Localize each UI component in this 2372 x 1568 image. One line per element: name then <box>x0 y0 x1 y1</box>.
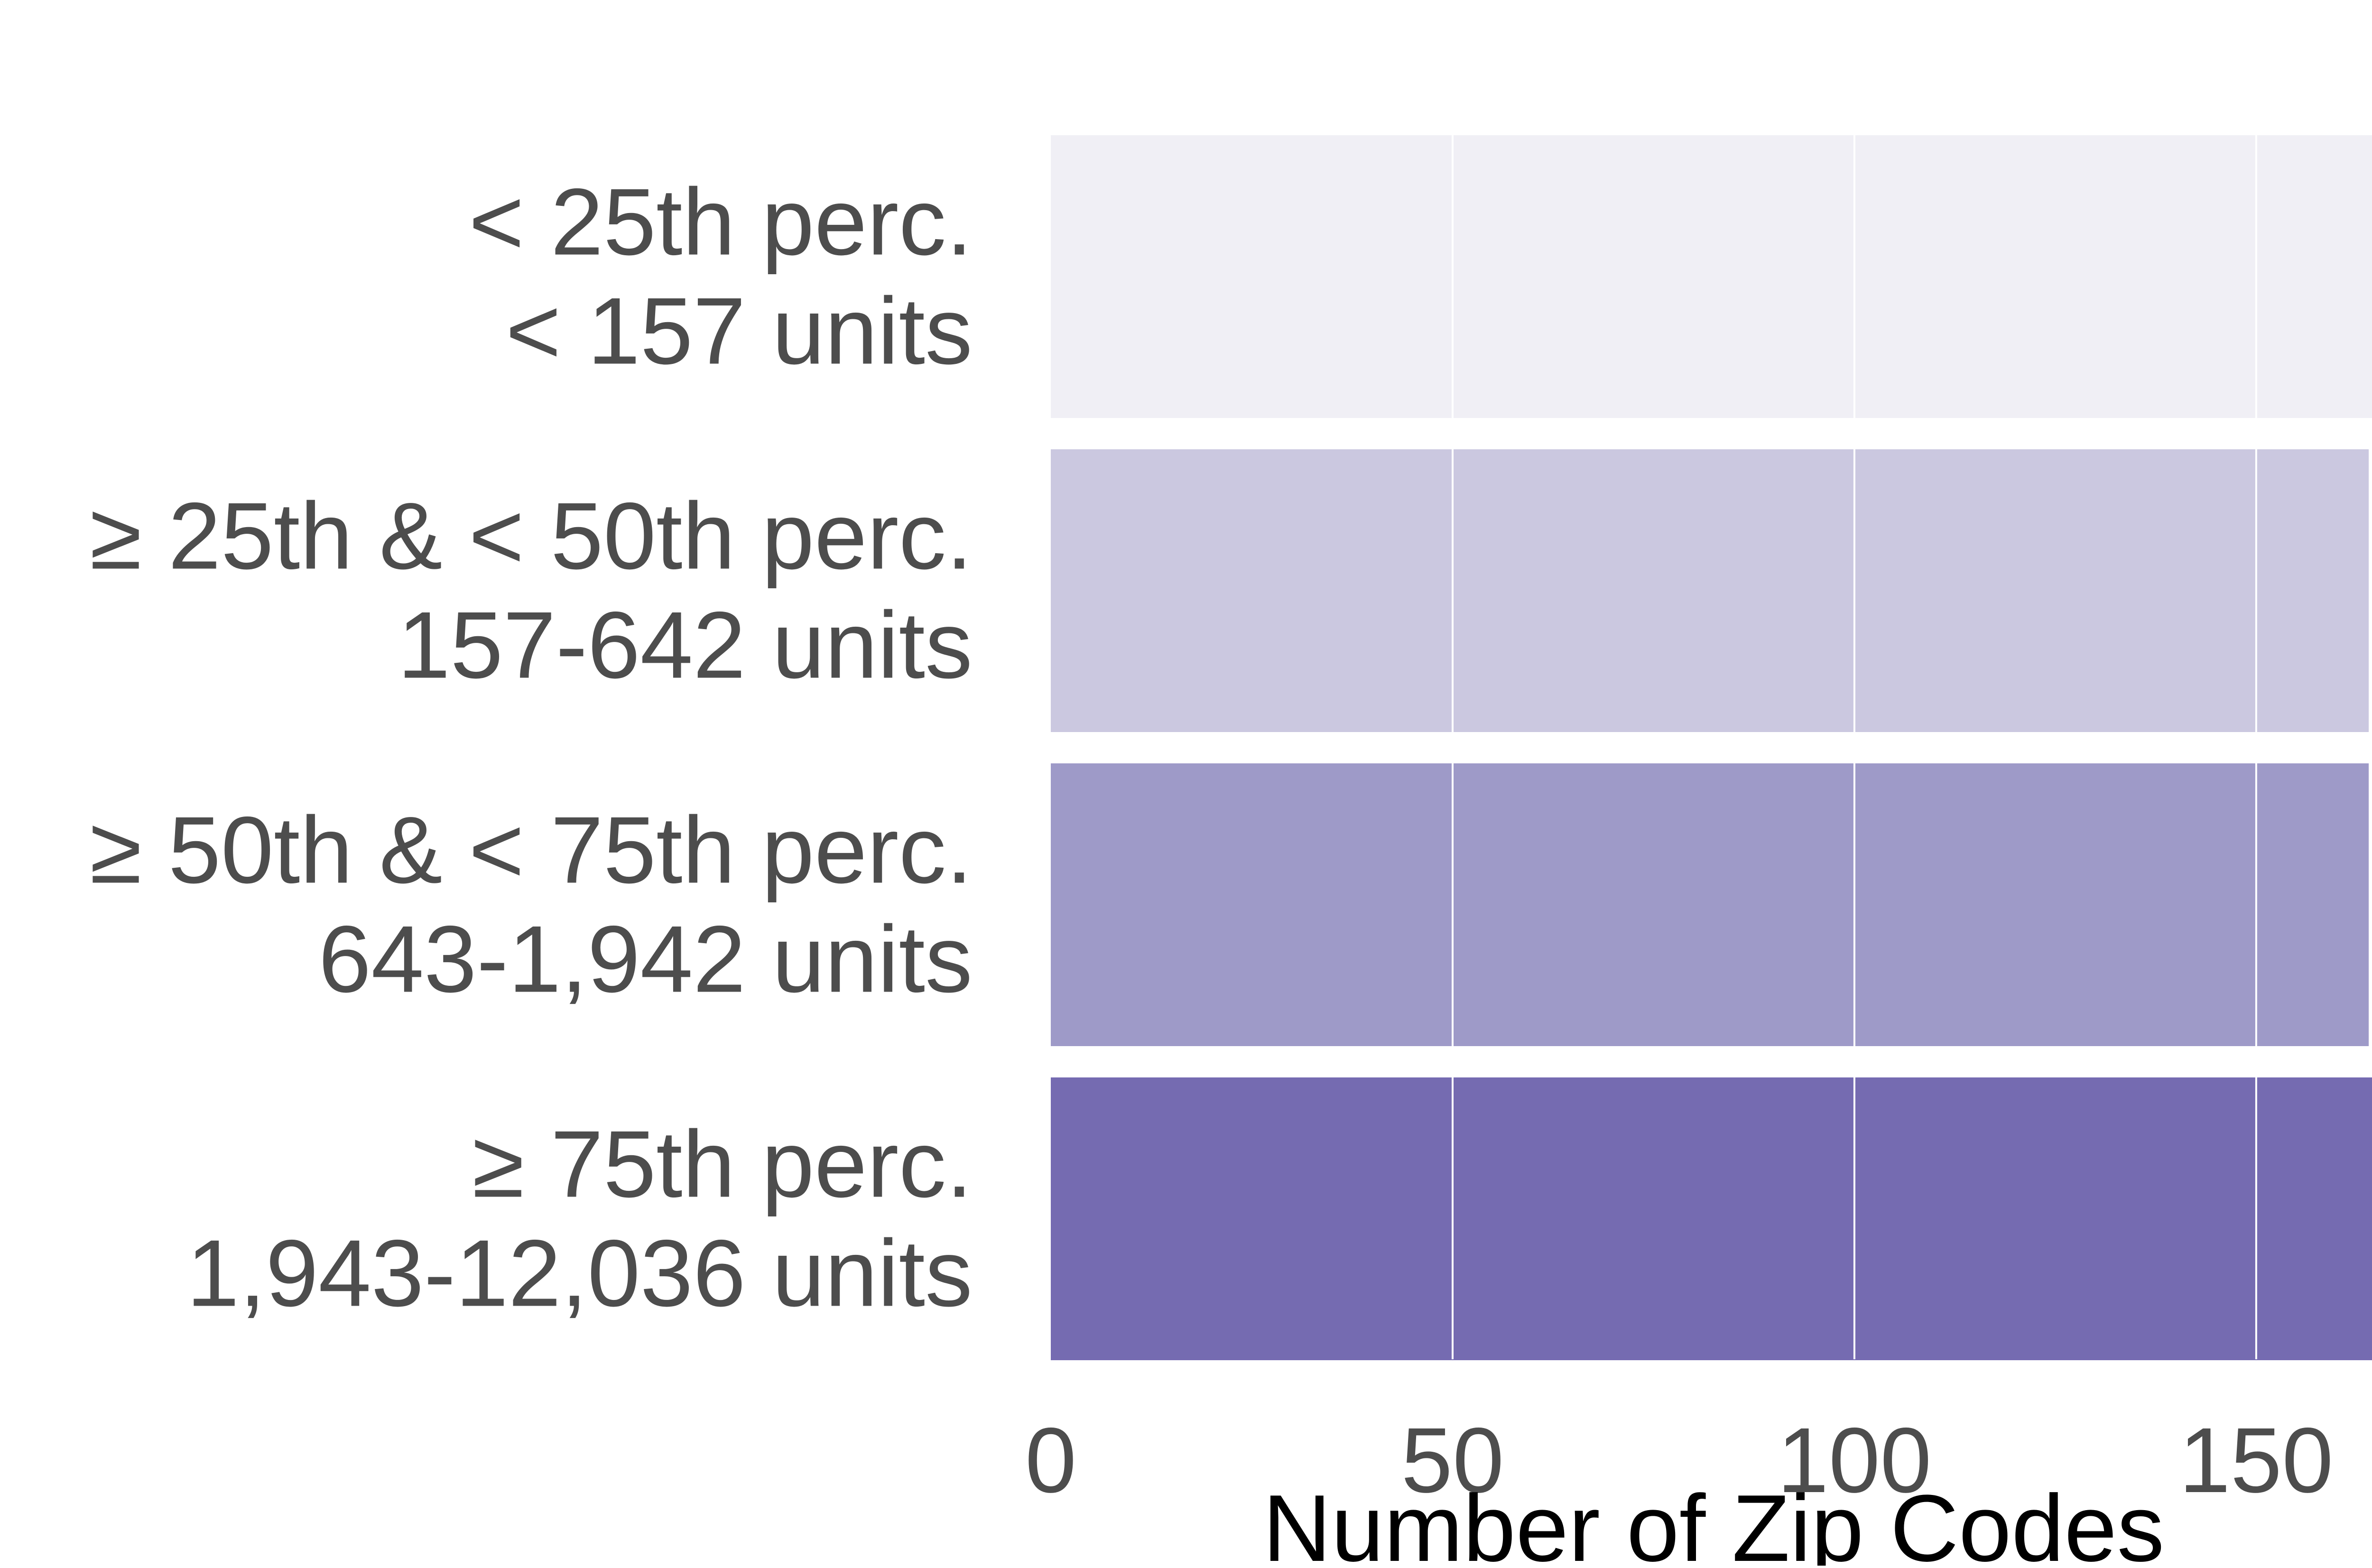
category-label-4-line-1: ≥ 75th perc. <box>472 1112 973 1217</box>
x-tick-label-0: 0 <box>1025 1409 1076 1512</box>
category-label-1-line-1: < 25th perc. <box>469 169 973 275</box>
bar-1 <box>1051 135 2372 418</box>
category-label-1-line-2: < 157 units <box>506 278 973 384</box>
category-label-2-line-2: 157-642 units <box>398 593 973 698</box>
category-label-4-line-2: 1,943-12,036 units <box>186 1221 973 1327</box>
grid-layer <box>1451 135 2257 1359</box>
category-labels: < 25th perc.< 157 units ≥ 25th & < 50th p… <box>90 169 973 1327</box>
bar-3 <box>1051 763 2369 1046</box>
x-tick-labels: 0 50 100 150 <box>1025 1409 2334 1512</box>
bar-4 <box>1051 1077 2372 1360</box>
x-tick-label-150: 150 <box>2179 1409 2333 1512</box>
category-label-3-line-2: 643-1,942 units <box>318 907 973 1012</box>
x-axis-label: Number of Zip Codes <box>1263 1475 2165 1566</box>
bar-2 <box>1051 449 2369 732</box>
x-tick-label-100: 100 <box>1777 1409 1931 1512</box>
bars-layer <box>1051 135 2372 1360</box>
category-label-2-line-1: ≥ 25th & < 50th perc. <box>90 483 973 589</box>
category-label-3-line-1: ≥ 50th & < 75th perc. <box>90 798 973 903</box>
x-tick-label-50: 50 <box>1401 1409 1504 1512</box>
